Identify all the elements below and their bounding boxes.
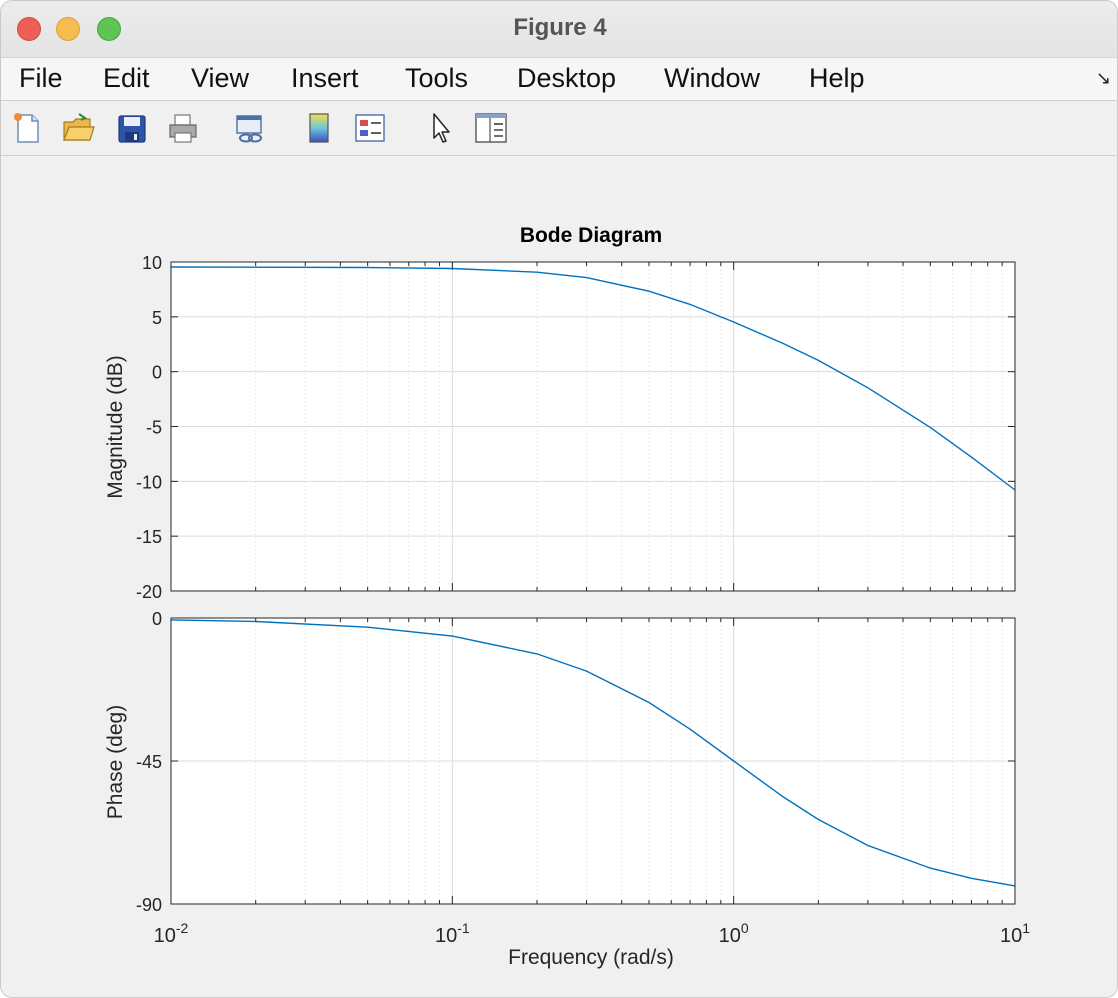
link-plot-icon[interactable] [233,111,267,145]
menu-tools[interactable]: Tools [405,63,469,93]
menu-bar: File Edit View Insert Tools Desktop Wind… [1,58,1117,101]
menu-desktop[interactable]: Desktop [517,63,617,93]
phase-axes-box [170,617,1016,905]
magnitude-axes[interactable]: 10 5 0 -5 -10 -15 -20 [136,253,1016,602]
magnitude-tick-label: -20 [136,582,162,602]
save-icon[interactable] [115,111,149,145]
menu-view[interactable]: View [191,63,250,93]
zoom-button[interactable] [97,17,121,41]
x-tick-label: 10-2 [154,920,189,947]
magnitude-axes-box [170,261,1016,592]
magnitude-axis-label: Magnitude (dB) [104,355,127,499]
colorbar-icon[interactable] [302,111,336,145]
close-button[interactable] [17,17,41,41]
dock-arrow-icon[interactable]: ↘ [1095,68,1111,88]
open-file-icon[interactable] [61,111,95,145]
toolbar [1,101,1117,156]
phase-tick-label: -45 [136,752,162,772]
menu-window[interactable]: Window [664,63,761,93]
menu-file[interactable]: File [19,63,63,93]
x-tick-label: 101 [1000,920,1030,947]
legend-icon[interactable] [353,111,387,145]
phase-response-line [170,619,1016,887]
phase-tick-label: 0 [152,609,162,629]
figure-canvas[interactable]: Bode Diagram 10 5 0 -5 -10 -15 -20 0 -45 -90 10-… [1,156,1118,998]
minimize-button[interactable] [56,17,80,41]
magnitude-tick-label: 10 [142,253,162,273]
x-axis-label: Frequency (rad/s) [508,946,674,969]
x-tick-label: 100 [719,920,749,947]
magnitude-tick-label: -5 [146,418,162,438]
magnitude-tick-label: -15 [136,527,162,547]
edit-plot-pointer-icon[interactable] [424,111,458,145]
magnitude-tick-label: -10 [136,472,162,492]
magnitude-tick-label: 5 [152,308,162,328]
new-figure-icon[interactable] [10,111,44,145]
menu-edit[interactable]: Edit [103,63,150,93]
phase-tick-label: -90 [136,895,162,915]
magnitude-response-line [170,266,1016,491]
bode-plot[interactable]: Bode Diagram 10 5 0 -5 -10 -15 -20 0 -45 -90 10-… [1,156,1118,998]
magnitude-tick-label: 0 [152,363,162,383]
phase-axes[interactable]: 0 -45 -90 [136,609,1016,915]
window-title: Figure 4 [513,14,607,41]
menu-help[interactable]: Help [809,63,865,93]
chart-title: Bode Diagram [520,224,662,247]
x-tick-label: 10-1 [435,920,470,947]
frequency-tick-labels: 10-2 10-1 100 101 [154,920,1031,947]
title-bar[interactable]: Figure 4 [1,1,1117,58]
phase-axis-label: Phase (deg) [104,705,127,819]
property-inspector-icon[interactable] [474,111,508,145]
menu-insert[interactable]: Insert [291,63,359,93]
print-icon[interactable] [166,111,200,145]
